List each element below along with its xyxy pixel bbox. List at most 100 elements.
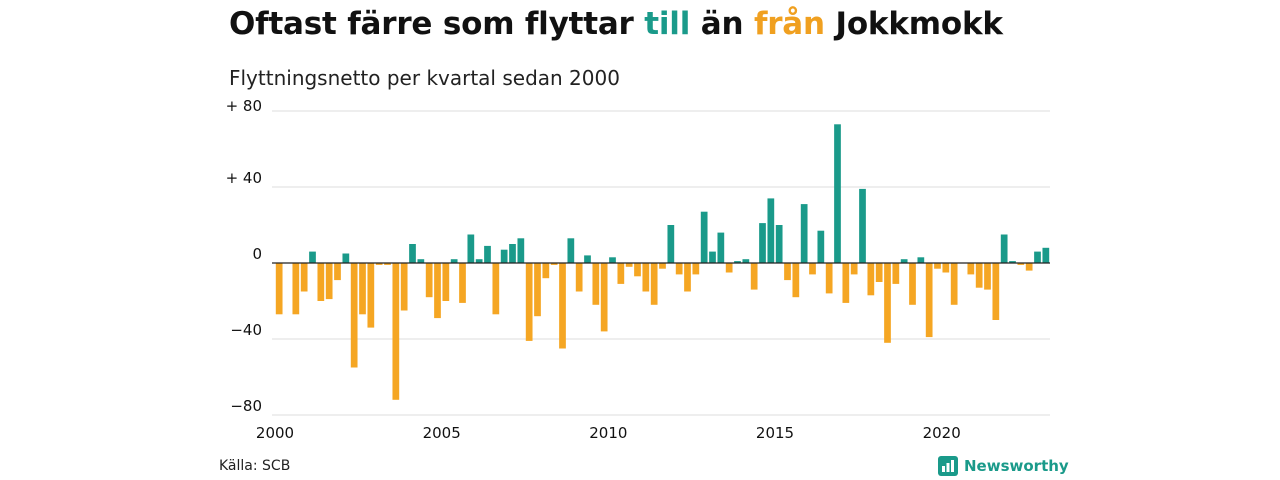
bar — [850, 263, 858, 275]
bar — [359, 263, 366, 315]
bar — [767, 198, 775, 263]
bar — [625, 263, 633, 267]
bar — [1009, 261, 1016, 263]
bar — [484, 245, 491, 263]
bar — [567, 238, 575, 263]
bar — [609, 257, 616, 263]
y-axis-ticks: + 80 + 40 0 −40 −80 — [226, 97, 262, 415]
bar — [950, 263, 958, 305]
bar — [642, 263, 650, 292]
bar — [592, 263, 600, 305]
bars — [275, 124, 1050, 400]
brand-name: Newsworthy — [964, 457, 1069, 475]
chart-subtitle: Flyttningsnetto per kvartal sedan 2000 — [229, 66, 620, 90]
bar — [575, 263, 583, 292]
bar — [725, 263, 733, 273]
bar — [500, 249, 508, 263]
bar — [667, 225, 675, 263]
bar — [917, 257, 925, 263]
bar — [617, 263, 625, 284]
bar — [825, 263, 833, 294]
bar — [867, 263, 875, 296]
title-till: till — [644, 6, 691, 42]
bar — [350, 263, 358, 368]
bar — [600, 263, 608, 332]
bar — [542, 263, 550, 279]
bar — [992, 263, 1000, 320]
bar — [275, 263, 283, 315]
bar — [734, 261, 741, 263]
gridlines — [272, 110, 1050, 416]
bar — [367, 263, 375, 328]
title-part2: än — [690, 6, 754, 42]
bar — [434, 263, 441, 319]
bar — [317, 263, 325, 301]
bar — [900, 259, 908, 263]
bar — [684, 263, 691, 292]
bar — [650, 263, 658, 305]
bar — [492, 263, 500, 315]
bar — [709, 251, 716, 263]
bar — [1042, 247, 1050, 263]
bar — [717, 232, 725, 263]
bar — [1034, 251, 1041, 263]
bar — [525, 263, 533, 341]
bar — [509, 244, 516, 263]
title-fran: från — [753, 6, 825, 42]
y-tick-label: −40 — [230, 321, 262, 339]
bar — [1000, 234, 1008, 263]
bar — [534, 263, 541, 317]
bar — [759, 223, 766, 263]
bar — [392, 263, 400, 400]
bar — [475, 259, 483, 263]
bar — [384, 263, 391, 265]
bar — [559, 263, 566, 349]
bar — [400, 263, 408, 311]
bar — [334, 263, 341, 281]
bar — [984, 263, 991, 290]
bar — [517, 238, 525, 263]
bar — [692, 263, 700, 275]
bar — [884, 263, 891, 343]
bar — [817, 230, 825, 263]
bar — [459, 263, 466, 303]
bar — [975, 263, 983, 288]
y-tick-label: + 40 — [226, 169, 262, 187]
x-tick-label: 2000 — [256, 424, 294, 442]
bar — [467, 234, 475, 263]
bar — [375, 263, 383, 265]
bar — [909, 263, 916, 305]
bar — [809, 263, 816, 275]
y-tick-label: + 80 — [226, 97, 262, 115]
bar — [309, 251, 316, 263]
bar — [417, 259, 425, 263]
bar — [775, 225, 783, 263]
chart-title: Oftast färre som flyttar till än från Jo… — [229, 6, 1003, 42]
bar-chart: + 80 + 40 0 −40 −80 2000 2005 2010 2015 2020 — [226, 97, 1050, 442]
bar — [742, 259, 750, 263]
bar — [300, 263, 308, 292]
x-tick-label: 2005 — [423, 424, 461, 442]
bar — [342, 253, 350, 263]
bar — [750, 263, 758, 290]
bar — [584, 255, 591, 263]
bar — [892, 263, 900, 284]
title-part1: Oftast färre som flyttar — [229, 6, 645, 42]
bar — [700, 211, 708, 263]
y-tick-label: −80 — [230, 397, 262, 415]
x-tick-label: 2020 — [923, 424, 961, 442]
bar — [425, 263, 433, 298]
bar — [292, 263, 300, 315]
brand: Newsworthy — [938, 456, 1069, 476]
bar — [834, 124, 841, 263]
bar — [792, 263, 800, 298]
bar — [659, 263, 666, 269]
bar — [442, 263, 450, 301]
bar — [967, 263, 975, 275]
source-label: Källa: SCB — [219, 458, 291, 474]
x-axis-ticks: 2000 2005 2010 2015 2020 — [256, 424, 961, 442]
bar — [875, 263, 883, 282]
bar — [450, 259, 458, 263]
bar — [409, 244, 416, 263]
y-tick-label: 0 — [252, 245, 262, 263]
